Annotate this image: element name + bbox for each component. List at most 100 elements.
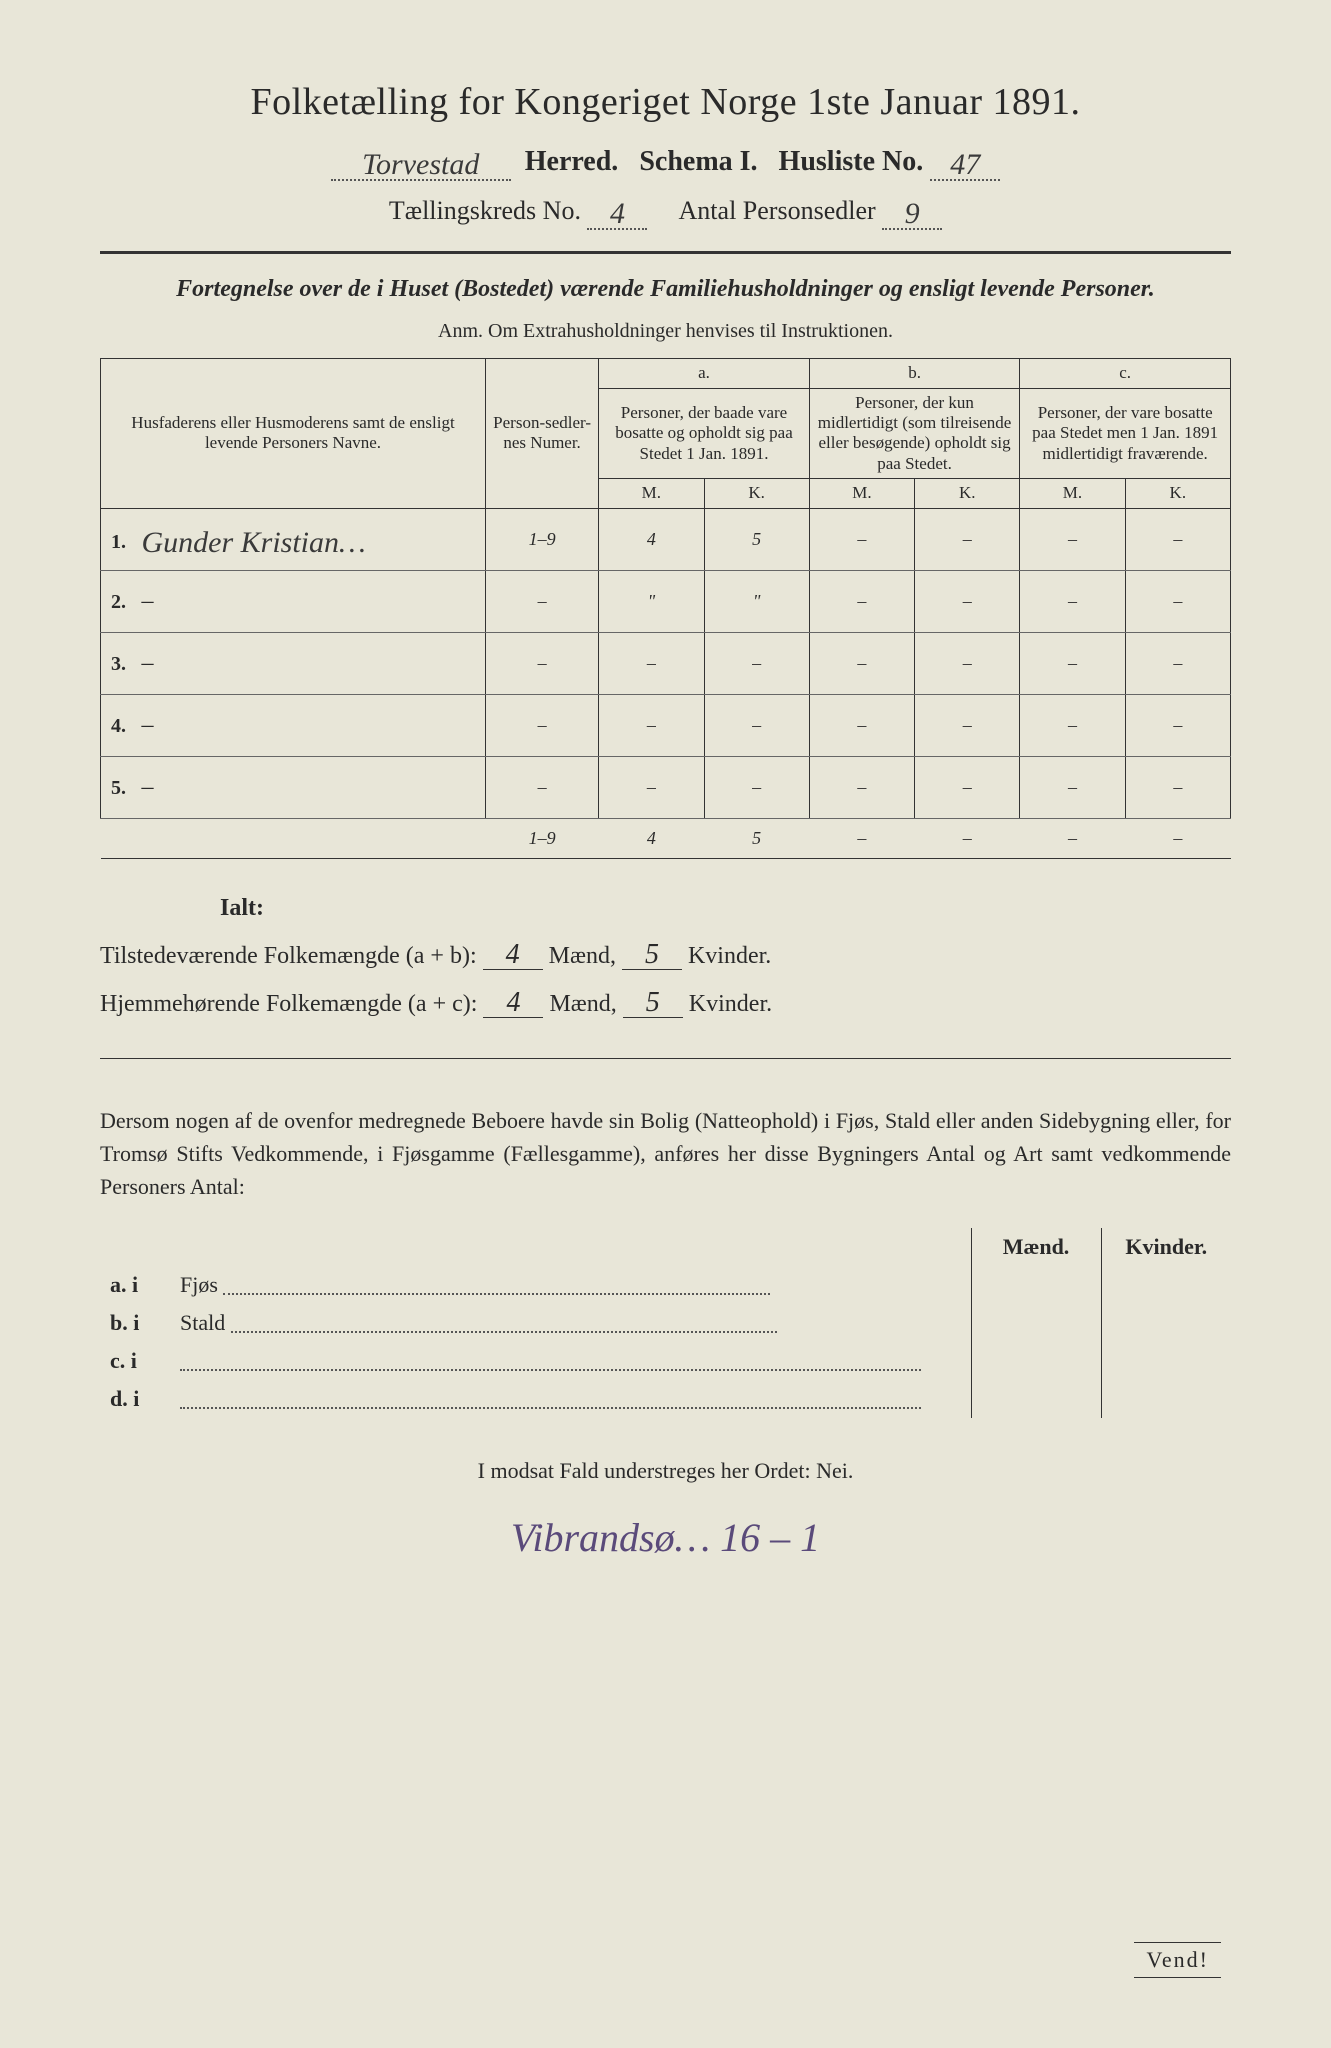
- row-name: –: [142, 712, 154, 738]
- kvinder-label: Kvinder.: [688, 943, 771, 969]
- table-row: 4. – – – – – – – –: [101, 694, 1231, 756]
- cell: –: [704, 694, 809, 756]
- cell: –: [809, 508, 914, 570]
- cell: –: [915, 756, 1020, 818]
- side-k-cell: [1101, 1266, 1231, 1304]
- kvinder-label2: Kvinder.: [689, 991, 772, 1017]
- cell: –: [485, 756, 598, 818]
- cell: –: [809, 694, 914, 756]
- dots-fill: [180, 1354, 921, 1372]
- ialt-line1-label: Tilstedeværende Folkemængde (a + b):: [100, 932, 477, 980]
- ialt-line1-m: 4: [483, 941, 543, 970]
- side-m-cell: [971, 1266, 1101, 1304]
- cell: –: [1020, 570, 1125, 632]
- cell: –: [1020, 632, 1125, 694]
- census-form-page: Folketælling for Kongeriget Norge 1ste J…: [0, 0, 1331, 2048]
- th-name: Husfaderens eller Husmoderens samt de en…: [101, 359, 486, 508]
- side-head-k: Kvinder.: [1101, 1228, 1231, 1266]
- row-num: 2.: [111, 591, 137, 614]
- side-k-cell: [1101, 1304, 1231, 1342]
- cell: –: [1020, 756, 1125, 818]
- cell: –: [809, 756, 914, 818]
- side-head-m: Mænd.: [971, 1228, 1101, 1266]
- tot-num: 1–9: [485, 818, 598, 858]
- row-name: –: [142, 650, 154, 676]
- cell: –: [1125, 632, 1230, 694]
- side-row: d. i: [100, 1380, 1231, 1418]
- side-row: b. i Stald: [100, 1304, 1231, 1342]
- cell: –: [704, 632, 809, 694]
- cell: –: [1020, 694, 1125, 756]
- subhead-herred: Torvestad Herred. Schema I. Husliste No.…: [100, 144, 1231, 178]
- th-b-label: b.: [809, 359, 1020, 388]
- th-a-k: K.: [704, 479, 809, 508]
- th-b-k: K.: [915, 479, 1020, 508]
- table-body: 1. Gunder Kristian… 1–9 4 5 – – – – 2. –…: [101, 508, 1231, 858]
- table-row: 2. – – " " – – – –: [101, 570, 1231, 632]
- nei-line: I modsat Fald understreges her Ordet: Ne…: [100, 1458, 1231, 1484]
- th-b-m: M.: [809, 479, 914, 508]
- th-c-m: M.: [1020, 479, 1125, 508]
- cell: –: [485, 694, 598, 756]
- side-row: a. i Fjøs: [100, 1266, 1231, 1304]
- cell: –: [915, 508, 1020, 570]
- kreds-label: Tællingskreds No.: [389, 196, 581, 225]
- cell: ": [599, 570, 704, 632]
- cell: ": [704, 570, 809, 632]
- anm-text: Anm. Om Extrahusholdninger henvises til …: [100, 320, 1231, 343]
- footer-handwriting: Vibrandsø… 16 – 1: [100, 1514, 1231, 1561]
- side-lbl: a. i: [100, 1266, 170, 1304]
- side-txt: Stald: [180, 1310, 225, 1335]
- dots-fill: [231, 1316, 777, 1334]
- side-m-cell: [971, 1304, 1101, 1342]
- tot-am: 4: [599, 818, 704, 858]
- antal-label: Antal Personsedler: [679, 196, 876, 225]
- intro-text: Fortegnelse over de i Huset (Bostedet) v…: [100, 274, 1231, 305]
- row-name: –: [142, 774, 154, 800]
- page-title: Folketælling for Kongeriget Norge 1ste J…: [100, 80, 1231, 124]
- side-k-cell: [1101, 1380, 1231, 1418]
- herred-label: Herred.: [525, 146, 619, 177]
- vend-label: Vend!: [1134, 1942, 1221, 1978]
- maend-label: Mænd,: [549, 943, 616, 969]
- row-num: 4.: [111, 715, 137, 738]
- cell: 5: [704, 508, 809, 570]
- th-c-text: Personer, der vare bosatte paa Stedet me…: [1020, 388, 1231, 479]
- th-a-m: M.: [599, 479, 704, 508]
- cell: –: [485, 632, 598, 694]
- maend-label2: Mænd,: [549, 991, 616, 1017]
- tot-bk: –: [915, 818, 1020, 858]
- cell: –: [1125, 570, 1230, 632]
- husliste-value: 47: [930, 148, 1000, 181]
- table-row: 5. – – – – – – – –: [101, 756, 1231, 818]
- ialt-block: Ialt: Tilstedeværende Folkemængde (a + b…: [100, 884, 1231, 1028]
- table-row: 3. – – – – – – – –: [101, 632, 1231, 694]
- side-table: Mænd. Kvinder. a. i Fjøs b. i Stald c. i…: [100, 1228, 1231, 1418]
- side-k-cell: [1101, 1342, 1231, 1380]
- schema-label: Schema I.: [639, 146, 757, 177]
- cell: –: [809, 632, 914, 694]
- side-lbl: b. i: [100, 1304, 170, 1342]
- husliste-label: Husliste No.: [779, 146, 924, 177]
- tot-ck: –: [1125, 818, 1230, 858]
- cell: –: [915, 632, 1020, 694]
- th-c-label: c.: [1020, 359, 1231, 388]
- cell: –: [1020, 508, 1125, 570]
- th-b-text: Personer, der kun midlertidigt (som tilr…: [809, 388, 1020, 479]
- antal-value: 9: [882, 197, 942, 230]
- side-m-cell: [971, 1380, 1101, 1418]
- cell: –: [704, 756, 809, 818]
- tot-ak: 5: [704, 818, 809, 858]
- herred-value: Torvestad: [331, 148, 511, 181]
- cell: 1–9: [485, 508, 598, 570]
- side-para: Dersom nogen af de ovenfor medregnede Be…: [100, 1104, 1231, 1203]
- ialt-label: Ialt:: [100, 884, 1231, 932]
- row-name: –: [142, 588, 154, 614]
- cell: –: [1125, 508, 1230, 570]
- th-a-text: Personer, der baade vare bosatte og opho…: [599, 388, 810, 479]
- cell: –: [809, 570, 914, 632]
- subhead-kreds: Tællingskreds No. 4 Antal Personsedler 9: [100, 193, 1231, 226]
- side-row: c. i: [100, 1342, 1231, 1380]
- rule-1: [100, 251, 1231, 254]
- cell: 4: [599, 508, 704, 570]
